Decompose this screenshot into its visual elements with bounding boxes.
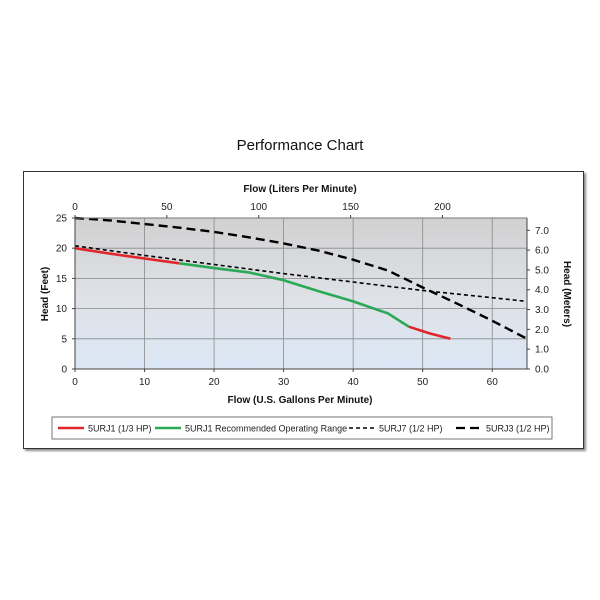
x-tick-label: 50 <box>417 377 429 388</box>
legend-label: 5URJ1 (1/3 HP) <box>88 424 152 434</box>
y-right-tick-label: 5.0 <box>535 265 549 276</box>
x-top-tick-label: 150 <box>342 202 359 213</box>
y-right-tick-label: 1.0 <box>535 345 549 356</box>
x-tick-label: 40 <box>348 377 360 388</box>
y-right-tick-label: 7.0 <box>535 226 549 237</box>
x-tick-label: 30 <box>278 377 290 388</box>
x-tick-label: 60 <box>487 377 499 388</box>
y-right-tick-label: 2.0 <box>535 325 549 336</box>
y-tick-label: 10 <box>56 304 68 315</box>
page-title: Performance Chart <box>236 137 364 154</box>
series-line-2 <box>179 262 410 328</box>
y-tick-label: 20 <box>56 244 68 255</box>
y-right-tick-label: 4.0 <box>535 285 549 296</box>
y-tick-label: 25 <box>56 214 68 225</box>
y-right-tick-label: 6.0 <box>535 246 549 257</box>
legend-label: 5URJ3 (1/2 HP) <box>486 424 550 434</box>
x-axis-title-bottom: Flow (U.S. Gallons Per Minute) <box>227 395 372 406</box>
y-tick-label: 5 <box>61 334 67 345</box>
y-tick-label: 0 <box>61 365 67 376</box>
x-axis-title-top: Flow (Liters Per Minute) <box>243 184 356 195</box>
series-line-3 <box>408 325 451 341</box>
x-tick-label: 0 <box>72 377 78 388</box>
legend-label: 5URJ1 Recommended Operating Range <box>185 424 347 434</box>
x-top-tick-label: 200 <box>434 202 451 213</box>
x-top-tick-label: 50 <box>161 202 173 213</box>
series-line-4 <box>74 245 528 303</box>
x-tick-label: 10 <box>139 377 151 388</box>
y-tick-label: 15 <box>56 274 68 285</box>
series-line-1 <box>74 246 180 265</box>
legend-label: 5URJ7 (1/2 HP) <box>379 424 443 434</box>
y-axis-title-right: Head (Meters) <box>561 261 572 327</box>
series-line-5 <box>74 216 528 340</box>
x-top-tick-label: 0 <box>72 202 78 213</box>
x-tick-label: 20 <box>209 377 221 388</box>
y-right-tick-label: 3.0 <box>535 305 549 316</box>
y-axis-title-left: Head (Feet) <box>40 267 51 321</box>
x-top-tick-label: 100 <box>250 202 267 213</box>
legend-box <box>51 416 553 440</box>
y-right-tick-label: 0.0 <box>535 365 549 376</box>
